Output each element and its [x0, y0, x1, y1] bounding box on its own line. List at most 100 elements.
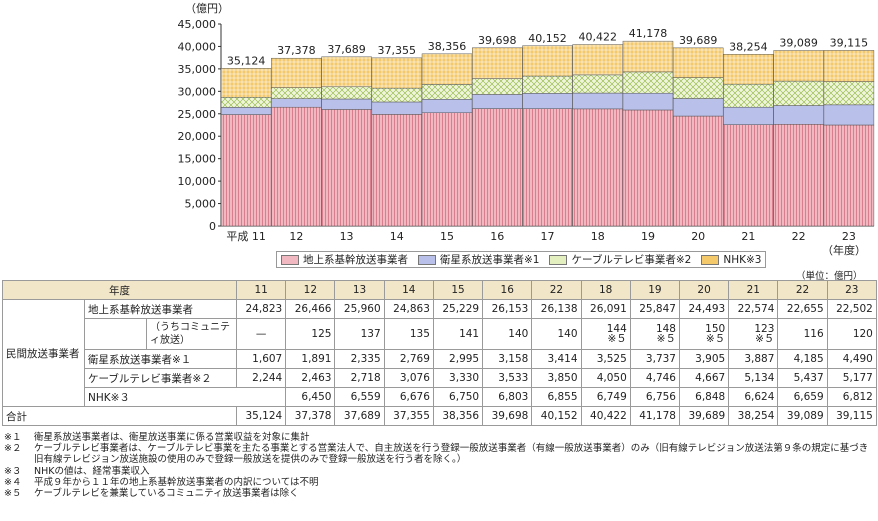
cell-value: 148	[655, 323, 676, 335]
y-tick-label: 30,000	[178, 85, 217, 98]
bar-segment	[823, 124, 875, 227]
table-cell: 6,624	[728, 387, 779, 407]
x-tick-label: 22	[792, 230, 806, 243]
total-label: 39,698	[478, 34, 517, 47]
total-label: 39,115	[830, 36, 869, 49]
y-axis-unit: （億円）	[185, 2, 229, 15]
table-cell: 26,153	[482, 299, 533, 319]
bar-segment	[472, 108, 523, 227]
x-tick-label: 16	[490, 230, 504, 243]
y-tick-label: 15,000	[178, 153, 217, 166]
footnotes: ※１ 衛星系放送事業者は、衛星放送事業に係る営業収益を対象に集計 ※２ ケーブルテレ…	[4, 432, 874, 499]
table-cell: 39,698	[482, 406, 533, 426]
footnote-text: ケーブルテレビを兼業しているコミュニティ放送事業者は除く	[34, 488, 299, 500]
x-tick-label: 14	[390, 230, 404, 243]
y-tick-label: 20,000	[178, 130, 217, 143]
y-tick-label: 5,000	[185, 198, 217, 211]
footnote-mark: ※３	[4, 465, 22, 477]
total-label: 39,089	[779, 37, 818, 50]
bar-segment	[773, 124, 824, 227]
footnote-text: ケーブルテレビ事業者は、ケーブルテレビ事業を主たる事業とする営業法人で、自主放送…	[34, 443, 869, 466]
table-cell: 25,960	[334, 299, 385, 319]
x-tick-label: 12	[289, 230, 303, 243]
table-cell: 120	[826, 318, 877, 350]
bar-segment	[220, 114, 272, 227]
footnote: ※３ NHKの値は、経常事業収入	[4, 466, 874, 477]
labels: 35,124 平成 11 37,378 12 37,689 13 37,355 14 38,35…	[226, 27, 868, 257]
table-cell: 38,356	[432, 406, 484, 426]
year-header: 21	[728, 280, 779, 300]
table-cell: 6,676	[383, 387, 434, 407]
cell-note-mark: ※５	[607, 333, 627, 345]
footnote-text: 衛星系放送事業者は、衛星放送事業に係る営業収益を対象に集計	[34, 432, 310, 443]
table-cell: 24,823	[236, 299, 287, 319]
cell-note-mark: ※５	[705, 333, 726, 345]
year-header: 15	[432, 280, 484, 300]
table-cell: 6,756	[629, 387, 680, 407]
bar-segment	[773, 105, 824, 125]
table-row-cable: ケーブルテレビ事業者※２ 2,244 2,463 2,718 3,076 3,330 3,…	[3, 368, 877, 388]
table-cell: 5,177	[826, 368, 877, 388]
total-label: 40,152	[528, 32, 567, 45]
table-cell: 4,746	[629, 368, 680, 388]
table-cell: 38,254	[728, 406, 779, 426]
table-cell: 6,803	[482, 387, 533, 407]
row-indent	[84, 318, 147, 350]
bar-segment	[421, 112, 473, 227]
bar-segment	[572, 92, 623, 110]
table-cell: 150 ※５	[678, 318, 730, 350]
table-cell: 37,378	[285, 406, 336, 426]
table-cell: 2,335	[334, 349, 385, 369]
legend-item-nhk: NHK※3	[701, 254, 761, 266]
x-tick-label: 19	[641, 230, 655, 243]
table-cell: 6,450	[285, 387, 336, 407]
table-row-community: （うちコミュニティ放送） —125 137 135 141 140 140 144 ※５ 148…	[3, 318, 877, 350]
table-cell: 5,134	[728, 368, 779, 388]
table-cell: —	[236, 318, 287, 350]
x-tick-label: 23	[842, 230, 856, 243]
footnote-mark: ※４	[4, 476, 22, 488]
row-label: （うちコミュニティ放送）	[145, 318, 238, 350]
bar-segment	[823, 104, 875, 126]
bar-segment	[723, 124, 774, 227]
table-cell: 116	[777, 318, 828, 350]
table-cell: 2,244	[236, 368, 287, 388]
x-tick-label: 18	[591, 230, 605, 243]
table-header-label: 年度	[1, 280, 238, 300]
bar-segment	[421, 84, 473, 100]
table-cell: 2,995	[432, 349, 484, 369]
table-cell: 4,185	[777, 349, 828, 369]
x-tick-label: 21	[741, 230, 755, 243]
table-cell: 1,607	[236, 349, 287, 369]
table-cell: 25,229	[432, 299, 484, 319]
table-cell: 3,850	[531, 368, 582, 388]
bar-segment	[271, 57, 322, 88]
bar-segment	[823, 50, 875, 82]
table-cell: 4,050	[580, 368, 631, 388]
legend-item-eisei: 衛星系放送事業者※1	[418, 252, 539, 267]
table-cell: 3,905	[678, 349, 730, 369]
footnote: ※２ ケーブルテレビ事業者は、ケーブルテレビ事業を主たる事業とする営業法人で、自主…	[4, 443, 874, 465]
bar-segment	[622, 109, 674, 227]
bar-segment	[672, 77, 724, 99]
year-header: 23	[826, 280, 877, 300]
bar-segment	[572, 44, 623, 76]
table-cell: 135	[383, 318, 434, 350]
table-row-nhk: NHK※３ 6,450 6,559 6,676 6,750 6,803 6,855 6,74…	[3, 387, 877, 407]
legend-swatch-icon	[418, 254, 436, 265]
bar-segment	[421, 99, 473, 113]
x-tick-label: 17	[541, 230, 555, 243]
table-cell: 137	[334, 318, 385, 350]
y-tick-label: 10,000	[178, 175, 217, 188]
x-tick-label: 13	[340, 230, 354, 243]
footnote-text: 平成９年から１１年の地上系基幹放送事業者の内訳については不明	[34, 476, 319, 488]
bar-segment	[321, 56, 372, 88]
footnote-text: NHKの値は、経常事業収入	[34, 465, 150, 477]
year-header: 20	[678, 280, 730, 300]
y-tick-label: 45,000	[178, 18, 217, 31]
year-header: 22	[531, 280, 582, 300]
table-cell: 6,749	[580, 387, 631, 407]
bar-segment	[321, 86, 372, 100]
legend-label: ケーブルテレビ事業者※2	[571, 254, 692, 266]
table-cell: 6,848	[678, 387, 730, 407]
